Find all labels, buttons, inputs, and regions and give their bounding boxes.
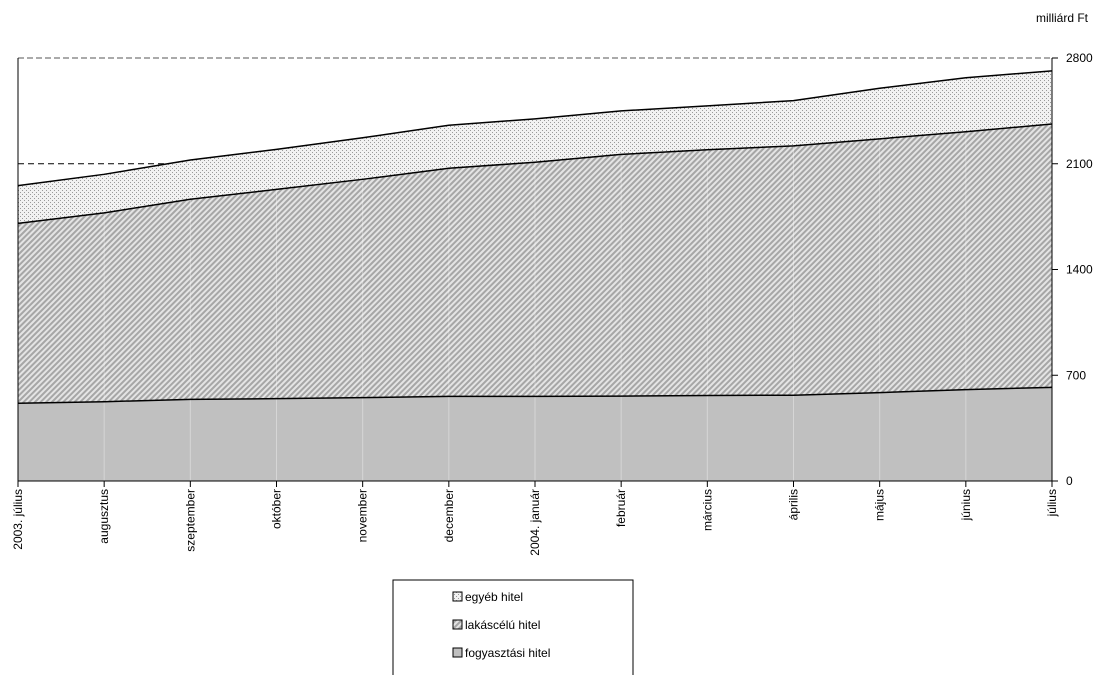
series-line-lakáscélú-hitel [17,123,1053,225]
area-fogyasztási-hitel [18,387,1052,481]
legend-label: fogyasztási hitel [465,646,550,660]
series-line-fogyasztási-hitel [17,386,1053,404]
y-tick-label: 700 [1066,368,1086,382]
x-tick-label: november [356,489,370,542]
series-line-egyéb-hitel [17,70,1053,187]
plot-area [17,57,1053,481]
x-axis: 2003. július augusztus szeptember október no… [11,480,1059,556]
x-tick-label: április [787,489,801,520]
legend-box [392,579,634,675]
x-tick-label: július [1045,489,1059,517]
y-tick-label: 1400 [1066,263,1093,277]
area-lakáscélú-hitel [18,124,1052,404]
y-unit-label: milliárd Ft [1036,11,1089,25]
x-tick-label: június [959,489,973,521]
x-tick-label: augusztus [97,489,111,544]
y-tick-label: 2800 [1066,51,1093,65]
x-tick-label: szeptember [183,489,197,552]
legend-swatch [452,619,463,630]
legend: egyéb hitel lakáscélú hitel fogyasztási hi… [392,579,634,675]
area-egyéb-hitel [18,70,1052,224]
y-axis: 0 700 1400 2100 2800 [1051,51,1093,488]
legend-swatch [452,591,463,602]
x-tick-label: május [873,489,887,521]
legend-swatch [452,647,463,658]
y-tick-label: 2100 [1066,157,1093,171]
x-tick-label: 2004. január [528,489,542,556]
x-tick-label: február [614,489,628,527]
x-tick-label: március [700,489,714,531]
legend-label: egyéb hitel [465,590,523,604]
x-tick-label: október [270,489,284,529]
x-tick-label: december [442,489,456,542]
y-tick-label: 0 [1066,474,1073,488]
legend-label: lakáscélú hitel [465,618,540,632]
x-tick-label: 2003. július [11,489,25,550]
